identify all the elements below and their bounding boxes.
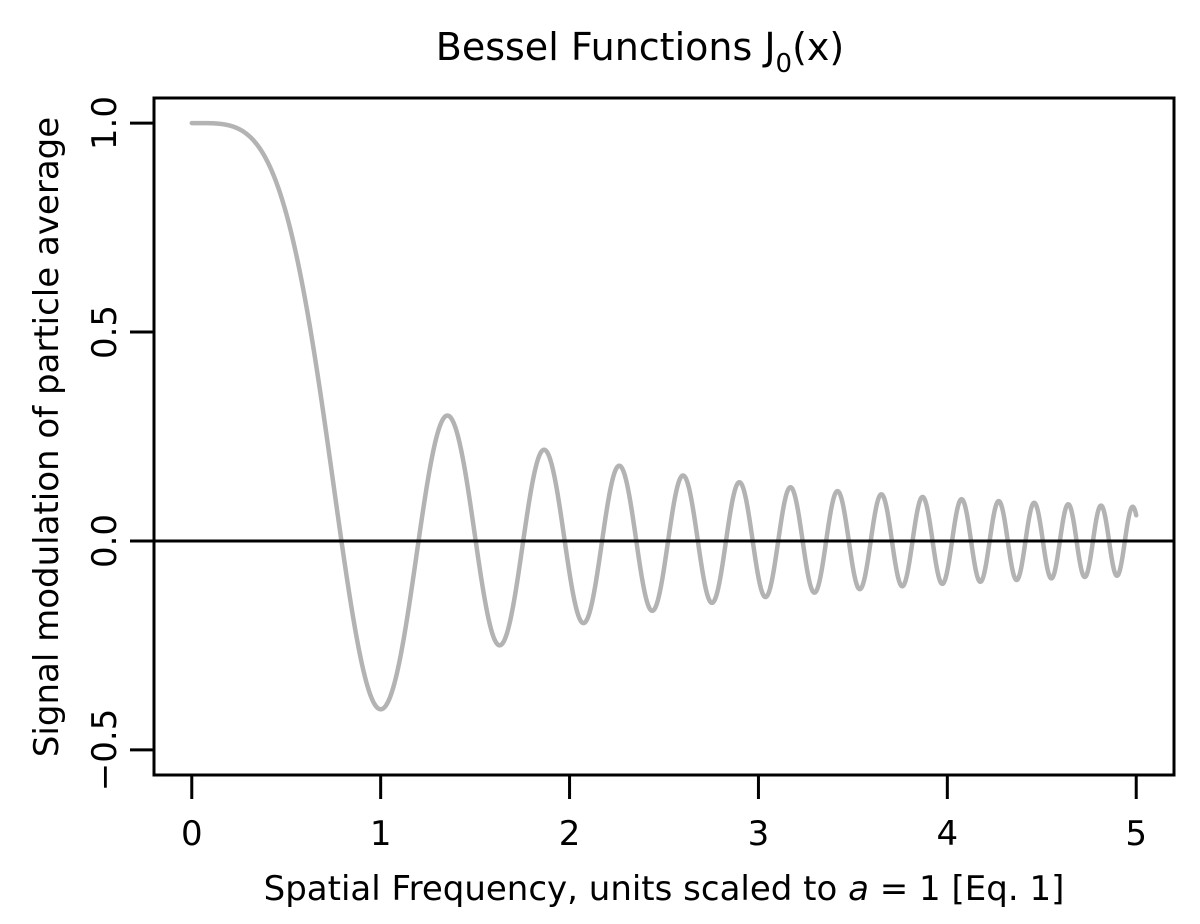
x-axis-label-pre: Spatial Frequency, units scaled to bbox=[264, 869, 848, 909]
x-tick-label: 3 bbox=[748, 814, 770, 854]
plot-area bbox=[154, 120, 1174, 712]
plot-frame bbox=[152, 96, 1176, 777]
y-tick-label: −0.5 bbox=[85, 709, 125, 792]
x-tick-label: 1 bbox=[370, 814, 392, 854]
chart-title-tail: (x) bbox=[792, 25, 844, 69]
chart-title: Bessel Functions J0(x) bbox=[436, 25, 844, 79]
x-axis-label-post: = 1 [Eq. 1] bbox=[869, 869, 1064, 909]
x-axis: 0 1 2 3 4 5 bbox=[181, 773, 1147, 854]
chart-title-subscript: 0 bbox=[776, 49, 793, 79]
x-tick-label: 2 bbox=[559, 814, 581, 854]
x-tick-label: 4 bbox=[937, 814, 959, 854]
y-tick-label: 0.0 bbox=[85, 514, 125, 568]
x-tick-label: 5 bbox=[1125, 814, 1147, 854]
y-tick-label: 0.5 bbox=[85, 305, 125, 359]
y-tick-label: 1.0 bbox=[85, 96, 125, 150]
y-axis-label: Signal modulation of particle average bbox=[27, 117, 67, 757]
chart-title-main: Bessel Functions J bbox=[436, 25, 776, 69]
x-axis-label: Spatial Frequency, units scaled to a = 1… bbox=[264, 869, 1065, 909]
series-j0-line bbox=[189, 120, 1139, 712]
x-tick-label: 0 bbox=[181, 814, 203, 854]
y-axis: −0.5 0.0 0.5 1.0 bbox=[85, 96, 156, 792]
x-axis-label-italic: a bbox=[848, 869, 869, 909]
